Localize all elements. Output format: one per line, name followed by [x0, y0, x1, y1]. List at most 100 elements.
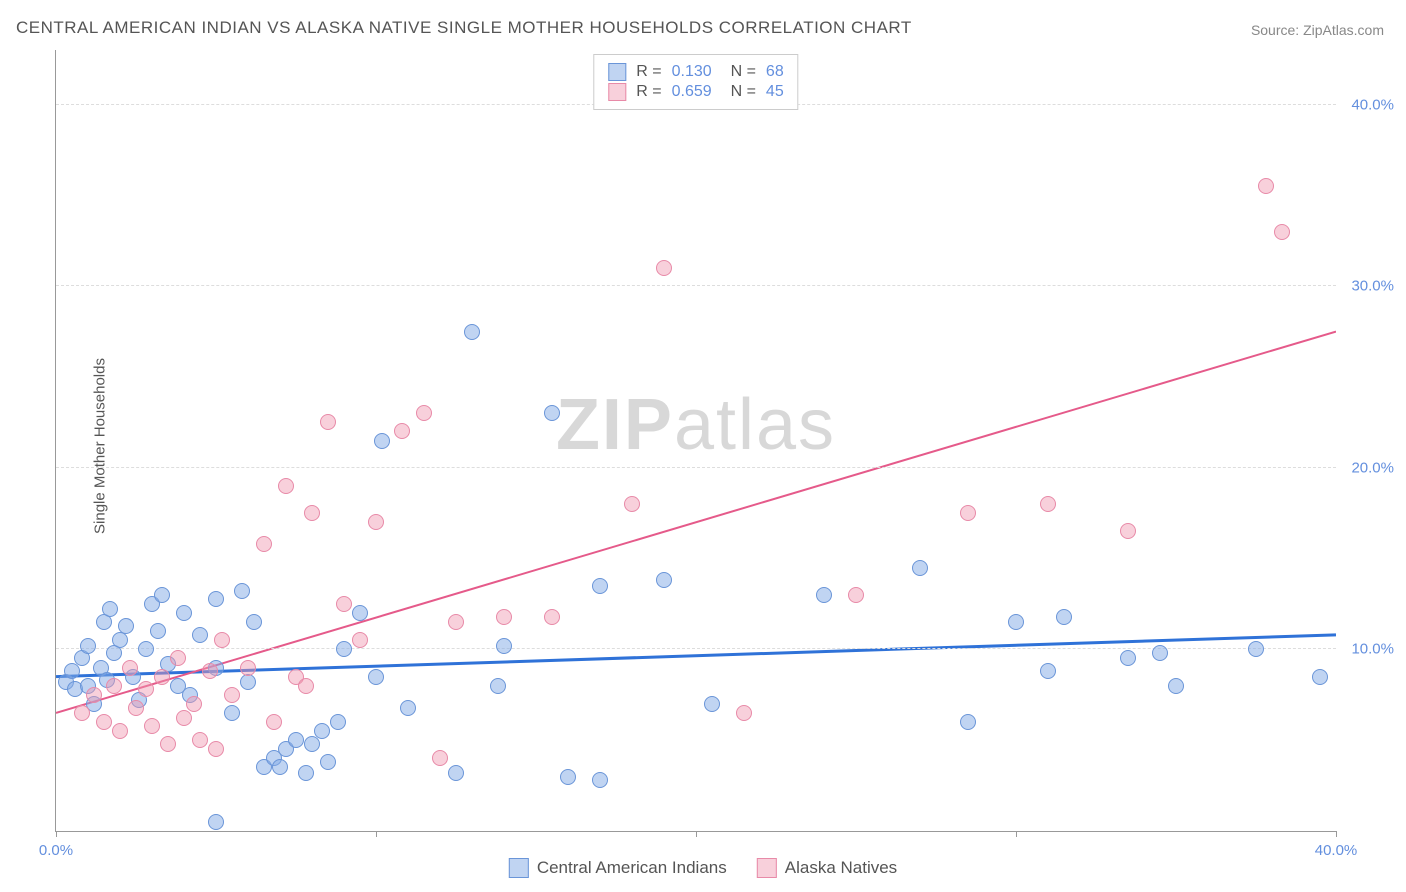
- scatter-point: [352, 632, 368, 648]
- scatter-point: [1056, 609, 1072, 625]
- legend-item-series2: Alaska Natives: [757, 858, 897, 878]
- scatter-point: [432, 750, 448, 766]
- scatter-point: [102, 601, 118, 617]
- gridline: [56, 648, 1336, 649]
- x-tick: [1016, 831, 1017, 837]
- scatter-point: [1274, 224, 1290, 240]
- legend-label-series2: Alaska Natives: [785, 858, 897, 878]
- scatter-point: [960, 714, 976, 730]
- scatter-point: [160, 736, 176, 752]
- scatter-point: [1120, 523, 1136, 539]
- scatter-point: [272, 759, 288, 775]
- legend-swatch-series2: [757, 858, 777, 878]
- series-legend: Central American Indians Alaska Natives: [509, 858, 897, 878]
- n-value-series2: 45: [766, 83, 784, 101]
- legend-swatch-series1: [509, 858, 529, 878]
- r-label: R =: [636, 63, 661, 81]
- scatter-point: [240, 660, 256, 676]
- scatter-point: [400, 700, 416, 716]
- scatter-point: [266, 714, 282, 730]
- scatter-point: [128, 700, 144, 716]
- x-tick-label: 40.0%: [1315, 842, 1358, 859]
- scatter-point: [496, 609, 512, 625]
- scatter-point: [848, 587, 864, 603]
- scatter-point: [394, 423, 410, 439]
- r-value-series1: 0.130: [672, 63, 712, 81]
- chart-title: CENTRAL AMERICAN INDIAN VS ALASKA NATIVE…: [16, 18, 912, 38]
- scatter-point: [112, 723, 128, 739]
- scatter-point: [138, 681, 154, 697]
- legend-label-series1: Central American Indians: [537, 858, 727, 878]
- y-tick-label: 40.0%: [1351, 96, 1394, 113]
- scatter-point: [544, 405, 560, 421]
- n-label: N =: [722, 63, 756, 81]
- scatter-point: [112, 632, 128, 648]
- scatter-point: [416, 405, 432, 421]
- scatter-point: [288, 732, 304, 748]
- scatter-point: [448, 614, 464, 630]
- scatter-point: [144, 718, 160, 734]
- scatter-point: [464, 324, 480, 340]
- scatter-point: [352, 605, 368, 621]
- scatter-point: [186, 696, 202, 712]
- scatter-point: [192, 627, 208, 643]
- gridline: [56, 467, 1336, 468]
- scatter-point: [560, 769, 576, 785]
- scatter-point: [368, 514, 384, 530]
- scatter-point: [816, 587, 832, 603]
- scatter-point: [74, 705, 90, 721]
- scatter-point: [224, 687, 240, 703]
- scatter-point: [150, 623, 166, 639]
- scatter-point: [1168, 678, 1184, 694]
- x-tick: [1336, 831, 1337, 837]
- scatter-point: [234, 583, 250, 599]
- legend-swatch-series1: [608, 63, 626, 81]
- scatter-point: [278, 478, 294, 494]
- scatter-point: [246, 614, 262, 630]
- scatter-point: [154, 669, 170, 685]
- scatter-point: [624, 496, 640, 512]
- x-tick: [56, 831, 57, 837]
- scatter-point: [336, 641, 352, 657]
- legend-swatch-series2: [608, 83, 626, 101]
- scatter-point: [106, 678, 122, 694]
- scatter-point: [298, 765, 314, 781]
- y-tick-label: 20.0%: [1351, 459, 1394, 476]
- x-tick-label: 0.0%: [39, 842, 73, 859]
- legend-item-series1: Central American Indians: [509, 858, 727, 878]
- scatter-point: [170, 650, 186, 666]
- scatter-point: [656, 572, 672, 588]
- source-attribution: Source: ZipAtlas.com: [1251, 22, 1384, 38]
- scatter-point: [368, 669, 384, 685]
- scatter-point: [208, 814, 224, 830]
- correlation-legend: R = 0.130 N = 68 R = 0.659 N = 45: [593, 54, 798, 110]
- scatter-point: [1258, 178, 1274, 194]
- r-label: R =: [636, 83, 661, 101]
- scatter-point: [704, 696, 720, 712]
- scatter-point: [80, 638, 96, 654]
- scatter-point: [154, 587, 170, 603]
- gridline: [56, 285, 1336, 286]
- trendline: [56, 332, 1336, 713]
- scatter-point: [1120, 650, 1136, 666]
- scatter-point: [374, 433, 390, 449]
- legend-row-series2: R = 0.659 N = 45: [608, 83, 783, 101]
- scatter-point: [320, 754, 336, 770]
- scatter-point: [336, 596, 352, 612]
- scatter-point: [214, 632, 230, 648]
- watermark-zip: ZIP: [556, 385, 674, 465]
- scatter-point: [304, 505, 320, 521]
- scatter-point: [256, 536, 272, 552]
- scatter-point: [656, 260, 672, 276]
- legend-row-series1: R = 0.130 N = 68: [608, 63, 783, 81]
- scatter-point: [192, 732, 208, 748]
- scatter-point: [122, 660, 138, 676]
- y-tick-label: 10.0%: [1351, 641, 1394, 658]
- scatter-plot-area: ZIPatlas R = 0.130 N = 68 R = 0.659 N = …: [55, 50, 1336, 832]
- n-label: N =: [722, 83, 756, 101]
- x-tick: [376, 831, 377, 837]
- scatter-point: [960, 505, 976, 521]
- n-value-series1: 68: [766, 63, 784, 81]
- scatter-point: [736, 705, 752, 721]
- scatter-point: [314, 723, 330, 739]
